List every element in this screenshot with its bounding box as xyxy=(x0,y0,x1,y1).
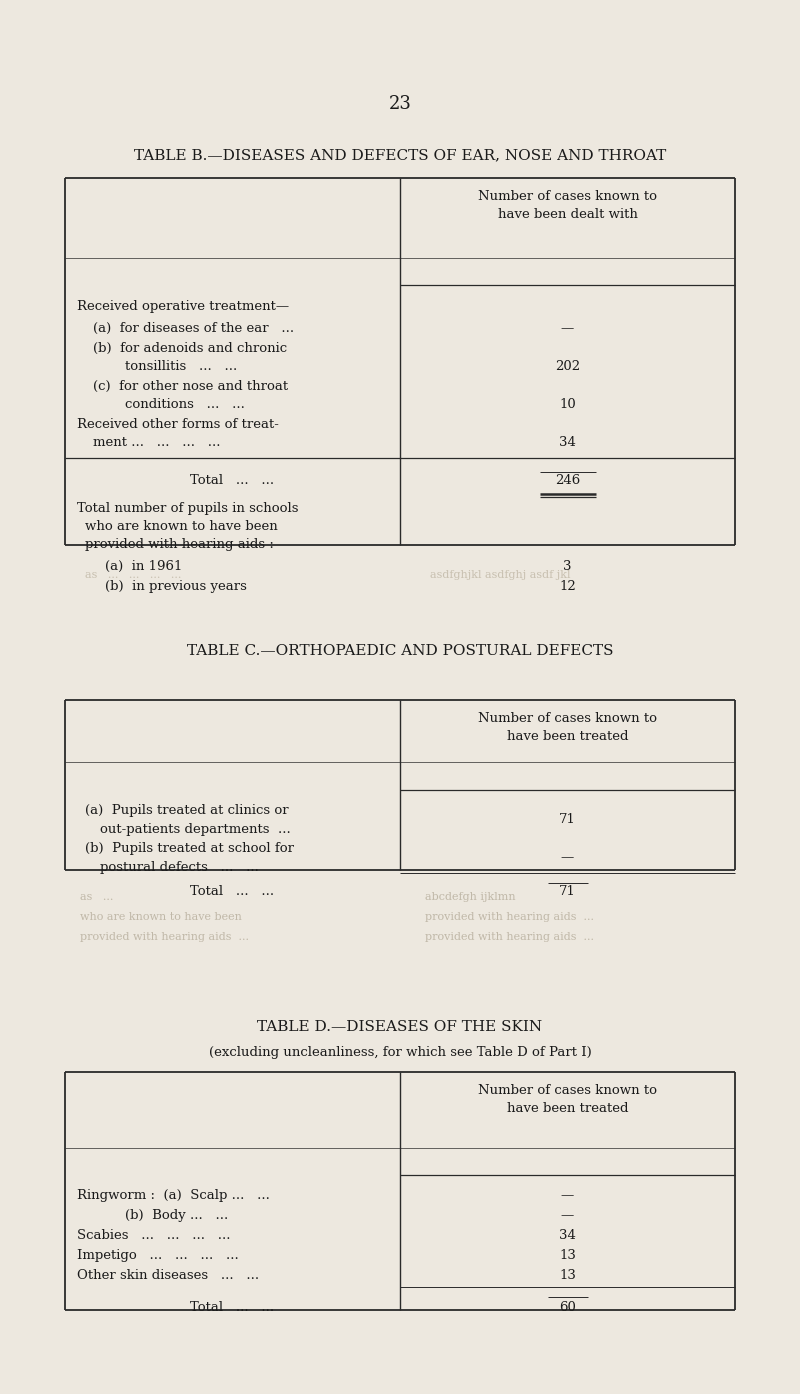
Text: conditions   ...   ...: conditions ... ... xyxy=(125,399,245,411)
Text: who are known to have been: who are known to have been xyxy=(80,912,242,921)
Text: 34: 34 xyxy=(559,1230,576,1242)
Text: Total number of pupils in schools: Total number of pupils in schools xyxy=(77,502,298,514)
Text: 60: 60 xyxy=(559,1301,576,1315)
Text: (excluding uncleanliness, for which see Table D of Part I): (excluding uncleanliness, for which see … xyxy=(209,1046,591,1059)
Text: Number of cases known to: Number of cases known to xyxy=(478,190,657,204)
Text: —: — xyxy=(561,1209,574,1223)
Text: provided with hearing aids  ...: provided with hearing aids ... xyxy=(80,933,249,942)
Text: Received operative treatment—: Received operative treatment— xyxy=(77,300,289,314)
Text: provided with hearing aids :: provided with hearing aids : xyxy=(85,538,274,551)
Text: 246: 246 xyxy=(555,474,580,487)
Text: Ringworm :  (a)  Scalp ...   ...: Ringworm : (a) Scalp ... ... xyxy=(77,1189,270,1202)
Text: 23: 23 xyxy=(389,95,411,113)
Text: Scabies   ...   ...   ...   ...: Scabies ... ... ... ... xyxy=(77,1230,230,1242)
Text: as   ...   ...   ...   ...: as ... ... ... ... xyxy=(85,570,182,580)
Text: 12: 12 xyxy=(559,580,576,592)
Text: have been dealt with: have been dealt with xyxy=(498,208,638,222)
Text: 10: 10 xyxy=(559,399,576,411)
Text: 3: 3 xyxy=(563,560,572,573)
Text: 71: 71 xyxy=(559,813,576,827)
Text: (b)  Body ...   ...: (b) Body ... ... xyxy=(125,1209,228,1223)
Text: (a)  Pupils treated at clinics or: (a) Pupils treated at clinics or xyxy=(85,804,289,817)
Text: Total   ...   ...: Total ... ... xyxy=(190,474,274,487)
Text: —: — xyxy=(561,322,574,335)
Text: (a)  for diseases of the ear   ...: (a) for diseases of the ear ... xyxy=(93,322,294,335)
Text: provided with hearing aids  ...: provided with hearing aids ... xyxy=(425,933,594,942)
Text: as   ...: as ... xyxy=(80,892,114,902)
Text: ment ...   ...   ...   ...: ment ... ... ... ... xyxy=(93,436,221,449)
Text: (b)  Pupils treated at school for: (b) Pupils treated at school for xyxy=(85,842,294,855)
Text: have been treated: have been treated xyxy=(506,1103,628,1115)
Text: Number of cases known to: Number of cases known to xyxy=(478,712,657,725)
Text: abcdefgh ijklmn: abcdefgh ijklmn xyxy=(425,892,516,902)
Text: Total   ...   ...: Total ... ... xyxy=(190,885,274,898)
Text: asdfghjkl asdfghj asdf jkl: asdfghjkl asdfghj asdf jkl xyxy=(430,570,570,580)
Text: (b)  for adenoids and chronic: (b) for adenoids and chronic xyxy=(93,342,287,355)
Text: TABLE D.—DISEASES OF THE SKIN: TABLE D.—DISEASES OF THE SKIN xyxy=(258,1020,542,1034)
Text: 34: 34 xyxy=(559,436,576,449)
Text: (a)  in 1961: (a) in 1961 xyxy=(105,560,182,573)
Text: (b)  in previous years: (b) in previous years xyxy=(105,580,247,592)
Text: 202: 202 xyxy=(555,360,580,374)
Text: Received other forms of treat-: Received other forms of treat- xyxy=(77,418,279,431)
Text: Other skin diseases   ...   ...: Other skin diseases ... ... xyxy=(77,1269,259,1282)
Text: have been treated: have been treated xyxy=(506,730,628,743)
Text: TABLE C.—ORTHOPAEDIC AND POSTURAL DEFECTS: TABLE C.—ORTHOPAEDIC AND POSTURAL DEFECT… xyxy=(186,644,614,658)
Text: (c)  for other nose and throat: (c) for other nose and throat xyxy=(93,381,288,393)
Text: 13: 13 xyxy=(559,1249,576,1262)
Text: who are known to have been: who are known to have been xyxy=(85,520,278,533)
Text: Total   ...   ...: Total ... ... xyxy=(190,1301,274,1315)
Text: —: — xyxy=(561,850,574,864)
Text: Number of cases known to: Number of cases known to xyxy=(478,1085,657,1097)
Text: postural defects   ...   ...: postural defects ... ... xyxy=(100,861,259,874)
Text: 71: 71 xyxy=(559,885,576,898)
Text: —: — xyxy=(561,1189,574,1202)
Text: provided with hearing aids  ...: provided with hearing aids ... xyxy=(425,912,594,921)
Text: tonsillitis   ...   ...: tonsillitis ... ... xyxy=(125,360,238,374)
Text: 13: 13 xyxy=(559,1269,576,1282)
Text: TABLE B.—DISEASES AND DEFECTS OF EAR, NOSE AND THROAT: TABLE B.—DISEASES AND DEFECTS OF EAR, NO… xyxy=(134,148,666,162)
Text: out-patients departments  ...: out-patients departments ... xyxy=(100,822,290,836)
Text: Impetigo   ...   ...   ...   ...: Impetigo ... ... ... ... xyxy=(77,1249,238,1262)
